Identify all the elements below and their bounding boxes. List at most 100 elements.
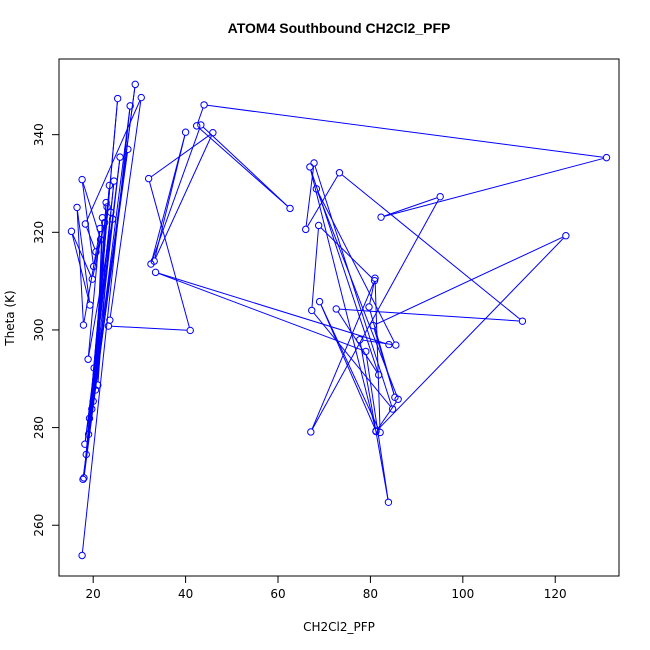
series-segment: [383, 197, 438, 217]
data-point: [302, 225, 310, 234]
data-point: [310, 159, 318, 167]
data-point: [105, 181, 114, 190]
series-segment: [317, 191, 395, 343]
series-segment: [384, 157, 604, 217]
series-segment: [96, 242, 100, 250]
series-segment: [111, 325, 188, 331]
data-point: [315, 297, 324, 306]
data-point: [362, 347, 370, 356]
data-point: [89, 397, 97, 405]
series-segment: [97, 220, 103, 382]
data-point: [110, 177, 118, 185]
data-point: [84, 430, 93, 439]
data-point: [86, 301, 94, 309]
data-point: [385, 340, 393, 349]
series-segment: [197, 107, 204, 124]
data-point: [113, 94, 122, 103]
data-point: [371, 274, 379, 282]
data-point: [356, 336, 364, 344]
data-point: [131, 80, 139, 89]
data-point: [314, 221, 323, 230]
chart-title: ATOM4 Southbound CH2Cl2_PFP: [228, 20, 451, 36]
y-tick-label: 260: [32, 514, 46, 537]
data-point: [96, 235, 105, 244]
x-tick-label: 60: [270, 587, 285, 601]
series-segment: [198, 127, 288, 207]
series-segment: [94, 222, 113, 365]
data-point: [144, 174, 153, 183]
series-segment: [82, 182, 94, 264]
data-point: [84, 355, 92, 363]
data-point: [562, 232, 570, 240]
series-layer: [67, 80, 611, 560]
series-segment: [155, 135, 212, 259]
data-point: [67, 227, 76, 236]
data-point: [197, 121, 205, 129]
series-segment: [72, 234, 92, 277]
series-segment: [158, 272, 386, 345]
data-point: [335, 169, 344, 177]
x-tick-label: 120: [544, 587, 567, 601]
data-point: [81, 220, 90, 228]
x-axis-label: CH2Cl2_PFP: [303, 620, 375, 634]
series-segment: [369, 281, 375, 304]
data-point: [388, 405, 397, 413]
series-segment: [310, 169, 376, 429]
data-point: [79, 321, 88, 329]
series-segment: [311, 228, 319, 308]
x-tick-label: 40: [178, 587, 193, 601]
series-segment: [362, 339, 393, 346]
x-tick-label: 20: [86, 587, 101, 601]
data-point: [147, 260, 155, 268]
data-point: [103, 203, 111, 211]
series-segment: [86, 226, 96, 250]
series-segment: [149, 181, 190, 328]
data-point: [92, 248, 100, 256]
y-tick-label: 340: [32, 123, 46, 146]
data-point: [376, 428, 384, 437]
series-segment: [88, 222, 113, 357]
y-tick-label: 300: [32, 318, 46, 341]
x-tick-label: 100: [451, 587, 474, 601]
data-point: [81, 440, 89, 448]
data-point: [78, 551, 86, 560]
data-point: [306, 163, 314, 171]
series-segment: [339, 308, 520, 322]
series-segment: [365, 354, 389, 500]
data-point: [94, 381, 102, 389]
series-segment: [317, 191, 398, 397]
data-point: [394, 395, 402, 403]
data-point: [96, 224, 104, 233]
data-point: [186, 326, 194, 335]
data-point: [104, 322, 113, 330]
series-segment: [341, 174, 521, 320]
series-segment: [320, 304, 376, 429]
data-point: [101, 218, 109, 227]
data-point: [308, 306, 316, 315]
data-point: [312, 185, 321, 193]
data-point: [78, 175, 86, 184]
data-point: [137, 93, 145, 102]
x-tick-label: 80: [363, 587, 378, 601]
data-point: [107, 208, 115, 216]
series-segment: [377, 237, 564, 430]
series-segment: [313, 312, 391, 407]
data-point: [192, 122, 201, 130]
series-segment: [311, 199, 440, 430]
series-segment: [207, 104, 604, 158]
series-segment: [314, 165, 393, 407]
series-segment: [377, 401, 397, 430]
data-point: [392, 341, 400, 349]
series-segment: [76, 210, 91, 302]
data-point: [602, 153, 611, 162]
data-point: [88, 275, 96, 283]
data-point: [332, 305, 340, 313]
series-segment: [109, 100, 142, 318]
data-point: [365, 303, 373, 311]
series-segment: [151, 127, 201, 262]
data-point: [375, 371, 383, 379]
data-point: [307, 428, 315, 436]
data-point: [200, 101, 208, 109]
